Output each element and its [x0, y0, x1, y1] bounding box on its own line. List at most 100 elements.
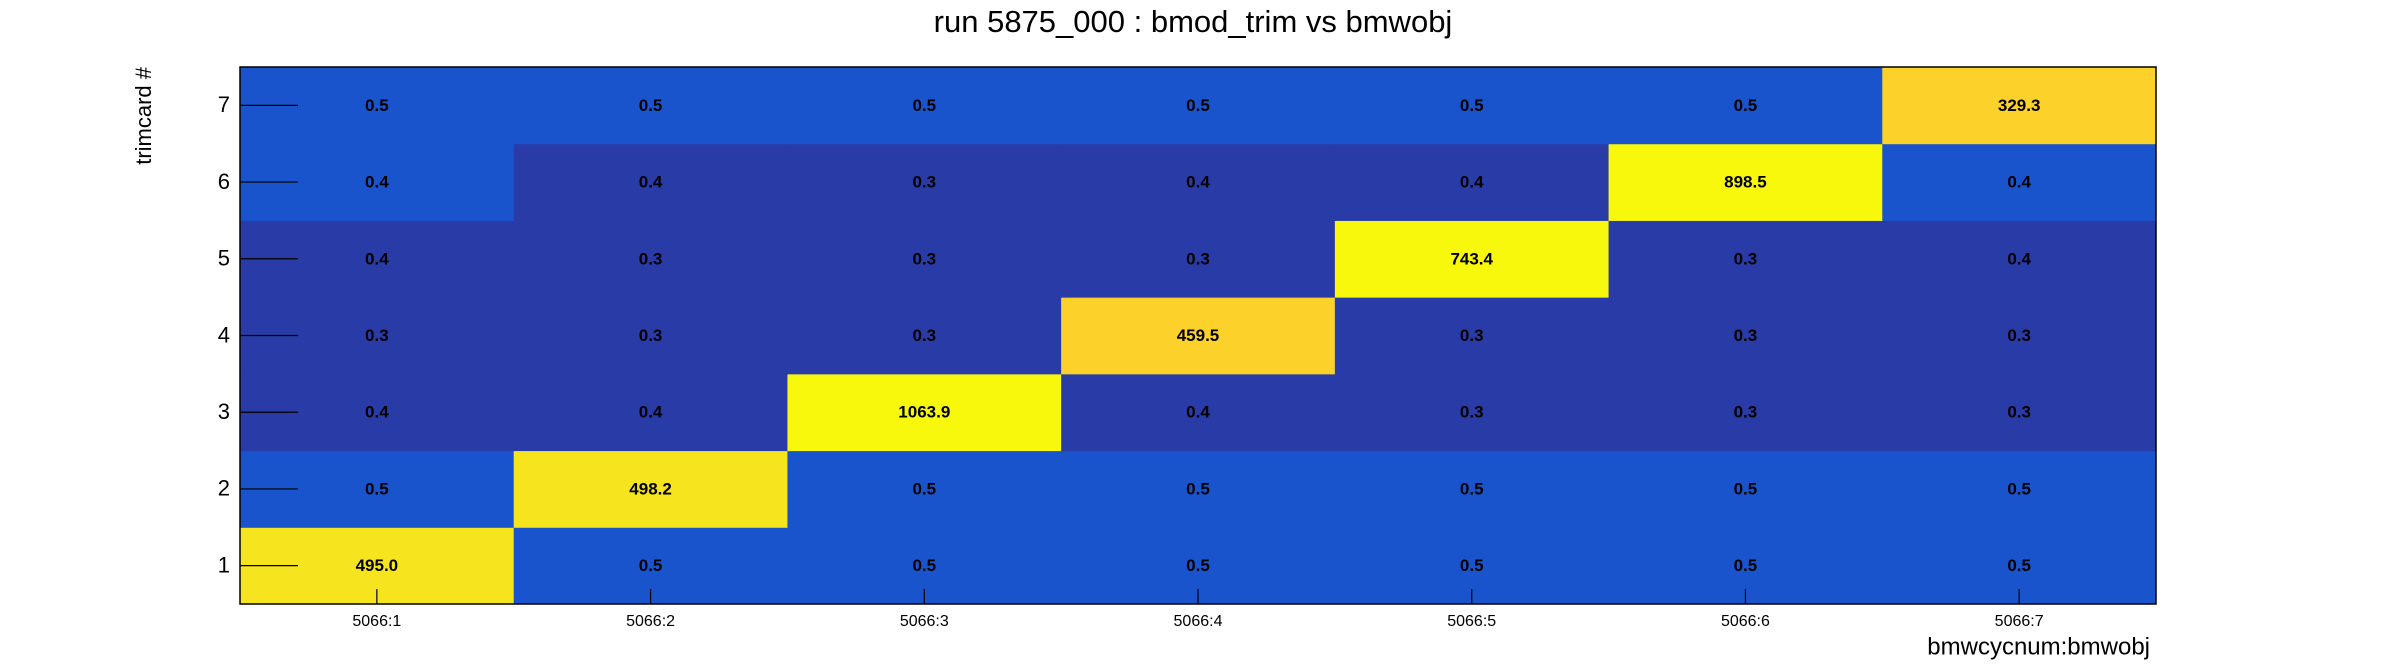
cell-value-label: 0.4 — [365, 249, 389, 268]
cell-value-label: 0.4 — [2007, 173, 2031, 192]
cell-value-label: 0.4 — [639, 173, 663, 192]
heatmap-cell — [513, 67, 788, 145]
heatmap-cell — [1061, 67, 1336, 145]
heatmap-cell — [513, 373, 788, 452]
cell-value-label: 0.5 — [365, 479, 389, 498]
cell-value-label: 0.5 — [639, 556, 663, 575]
cell-value-label: 0.3 — [639, 249, 663, 268]
heatmap-cell — [1882, 373, 2157, 452]
cell-value-label: 0.5 — [1734, 479, 1758, 498]
cell-value-label: 0.4 — [365, 173, 389, 192]
heatmap-cell — [1061, 297, 1336, 375]
cell-value-label: 0.5 — [912, 479, 936, 498]
heatmap-cell — [1334, 373, 1610, 452]
cell-value-label: 0.5 — [2007, 479, 2031, 498]
cell-value-label: 0.3 — [912, 326, 936, 345]
heatmap-cell — [1061, 373, 1336, 452]
cell-value-label: 0.5 — [1460, 96, 1484, 115]
heatmap-cell — [787, 220, 1062, 298]
y-tick-label: 3 — [218, 399, 230, 424]
cell-value-label: 0.3 — [1460, 403, 1484, 422]
cell-value-label: 0.4 — [2007, 249, 2031, 268]
heatmap-cell — [1608, 297, 1883, 375]
heatmap-cell — [1882, 220, 2157, 298]
cell-value-label: 0.5 — [1734, 96, 1758, 115]
cell-value-label: 0.3 — [912, 173, 936, 192]
y-axis-title: trimcard # — [131, 66, 156, 165]
heatmap-cell — [787, 67, 1062, 145]
cell-value-label: 0.3 — [1734, 326, 1758, 345]
cell-value-label: 0.4 — [365, 403, 389, 422]
cell-value-label: 0.3 — [2007, 403, 2031, 422]
y-tick-label: 6 — [218, 169, 230, 194]
x-tick-label: 5066:2 — [626, 613, 675, 630]
cell-value-label: 0.5 — [1186, 96, 1210, 115]
heatmap-cell — [1882, 143, 2157, 221]
cell-value-label: 0.5 — [1734, 556, 1758, 575]
heatmap-cell — [1608, 450, 1883, 528]
cell-value-label: 0.5 — [1186, 479, 1210, 498]
heatmap-cell — [1882, 450, 2157, 528]
heatmap-cell — [1061, 143, 1336, 221]
y-tick-label: 1 — [218, 552, 230, 577]
heatmap-cell — [1334, 220, 1610, 298]
heatmap-cell — [513, 143, 788, 221]
heatmap-cell — [1334, 297, 1610, 375]
heatmap-cell — [1882, 297, 2157, 375]
x-tick-label: 5066:3 — [900, 613, 949, 630]
heatmap-cell — [1334, 450, 1610, 528]
heatmap-cell — [1061, 220, 1336, 298]
heatmap-cell — [1334, 143, 1610, 221]
heatmap-cell — [513, 297, 788, 375]
heatmap-cell — [1608, 373, 1883, 452]
cell-value-label: 0.4 — [639, 403, 663, 422]
heatmap-cell — [513, 450, 788, 528]
heatmap-cell — [787, 297, 1062, 375]
cell-value-label: 0.5 — [912, 96, 936, 115]
cell-value-label: 0.3 — [1460, 326, 1484, 345]
y-tick-label: 7 — [218, 92, 230, 117]
cell-value-label: 0.5 — [365, 96, 389, 115]
cell-value-label: 329.3 — [1998, 96, 2041, 115]
cell-value-label: 0.5 — [639, 96, 663, 115]
cell-value-label: 0.5 — [1460, 479, 1484, 498]
cell-value-label: 0.4 — [1186, 173, 1210, 192]
x-axis-title: bmwcycnum:bmwobj — [1927, 633, 2150, 660]
cell-value-label: 0.5 — [1186, 556, 1210, 575]
cell-value-label: 498.2 — [629, 479, 672, 498]
cell-value-label: 0.3 — [639, 326, 663, 345]
heatmap-cell — [1608, 220, 1883, 298]
heatmap-cell — [787, 450, 1062, 528]
cell-value-label: 0.3 — [1186, 249, 1210, 268]
y-tick-label: 2 — [218, 476, 230, 501]
cell-value-label: 0.5 — [912, 556, 936, 575]
x-tick-label: 5066:1 — [352, 613, 401, 630]
heatmap-cell — [1608, 67, 1883, 145]
heatmap-cell — [787, 143, 1062, 221]
y-tick-label: 5 — [218, 246, 230, 271]
cell-value-label: 743.4 — [1450, 249, 1493, 268]
cell-value-label: 0.3 — [1734, 403, 1758, 422]
heatmap-cell — [1334, 67, 1610, 145]
cell-value-label: 0.3 — [912, 249, 936, 268]
cell-value-label: 0.5 — [1460, 556, 1484, 575]
cell-value-label: 0.4 — [1460, 173, 1484, 192]
x-tick-label: 5066:5 — [1447, 613, 1496, 630]
cell-value-label: 0.3 — [365, 326, 389, 345]
heatmap-cell — [1608, 143, 1883, 221]
cell-value-label: 0.3 — [2007, 326, 2031, 345]
cell-value-label: 0.5 — [2007, 556, 2031, 575]
x-tick-label: 5066:4 — [1174, 613, 1223, 630]
heatmap-cell — [787, 373, 1062, 452]
cell-value-label: 495.0 — [356, 556, 399, 575]
y-tick-label: 4 — [218, 322, 230, 347]
cell-value-label: 1063.9 — [898, 403, 950, 422]
heatmap-cell — [1061, 450, 1336, 528]
cell-value-label: 0.4 — [1186, 403, 1210, 422]
heatmap-cell — [1882, 67, 2157, 145]
heatmap-cell — [513, 220, 788, 298]
chart-title: run 5875_000 : bmod_trim vs bmwobj — [934, 4, 1453, 39]
cell-value-label: 459.5 — [1177, 326, 1220, 345]
cell-value-label: 898.5 — [1724, 173, 1767, 192]
